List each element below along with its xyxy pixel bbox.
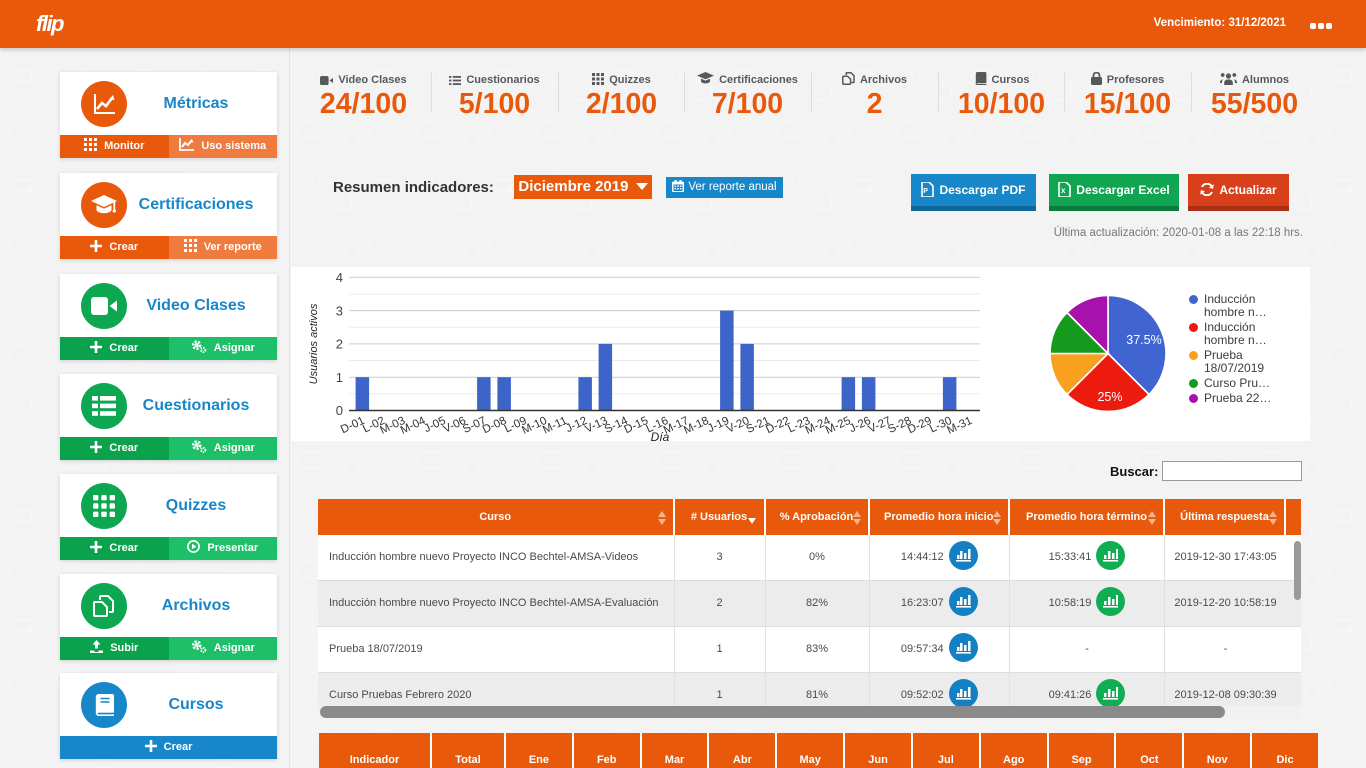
svg-text:2: 2 — [336, 337, 343, 352]
svg-text:Usuarios activos: Usuarios activos — [308, 303, 320, 384]
svg-text:37.5%: 37.5% — [1126, 333, 1161, 347]
svg-text:x: x — [1061, 186, 1066, 195]
svg-text:3: 3 — [336, 304, 343, 319]
svg-text:25%: 25% — [1097, 390, 1122, 404]
svg-text:Día: Día — [651, 430, 670, 444]
svg-text:0: 0 — [336, 403, 343, 418]
svg-text:1: 1 — [336, 370, 343, 385]
svg-text:P: P — [924, 188, 929, 195]
svg-text:4: 4 — [336, 270, 343, 285]
